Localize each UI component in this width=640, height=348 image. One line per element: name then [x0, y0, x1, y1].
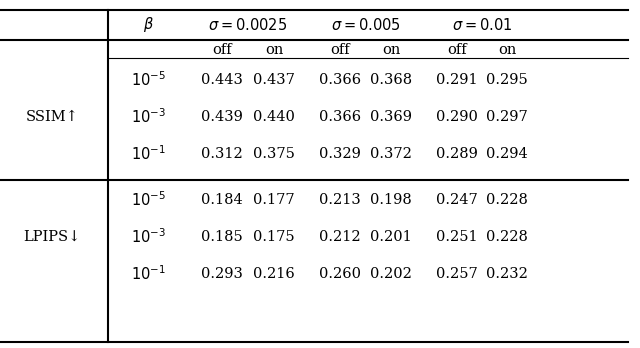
Text: 0.329: 0.329: [319, 147, 361, 161]
Text: $\sigma = 0.0025$: $\sigma = 0.0025$: [209, 17, 287, 33]
Text: 0.202: 0.202: [370, 267, 412, 281]
Text: 0.291: 0.291: [436, 73, 478, 87]
Text: 0.201: 0.201: [370, 230, 412, 244]
Text: $10^{-1}$: $10^{-1}$: [131, 145, 165, 163]
Text: 0.440: 0.440: [253, 110, 295, 124]
Text: 0.260: 0.260: [319, 267, 361, 281]
Text: 0.247: 0.247: [436, 193, 478, 207]
Text: $\sigma = 0.005$: $\sigma = 0.005$: [331, 17, 401, 33]
Text: 0.289: 0.289: [436, 147, 478, 161]
Text: 0.198: 0.198: [370, 193, 412, 207]
Text: 0.232: 0.232: [486, 267, 528, 281]
Text: 0.175: 0.175: [253, 230, 295, 244]
Text: 0.177: 0.177: [253, 193, 295, 207]
Text: 0.213: 0.213: [319, 193, 361, 207]
Text: 0.228: 0.228: [486, 230, 528, 244]
Text: 0.443: 0.443: [201, 73, 243, 87]
Text: off: off: [212, 43, 232, 57]
Text: 0.369: 0.369: [370, 110, 412, 124]
Text: off: off: [447, 43, 467, 57]
Text: 0.294: 0.294: [486, 147, 528, 161]
Text: 0.372: 0.372: [370, 147, 412, 161]
Text: $10^{-5}$: $10^{-5}$: [131, 191, 166, 209]
Text: 0.295: 0.295: [486, 73, 528, 87]
Text: $10^{-5}$: $10^{-5}$: [131, 71, 166, 89]
Text: off: off: [330, 43, 350, 57]
Text: 0.375: 0.375: [253, 147, 295, 161]
Text: $\beta$: $\beta$: [143, 16, 154, 34]
Text: on: on: [382, 43, 400, 57]
Text: 0.439: 0.439: [201, 110, 243, 124]
Text: 0.185: 0.185: [201, 230, 243, 244]
Text: 0.184: 0.184: [201, 193, 243, 207]
Text: 0.368: 0.368: [370, 73, 412, 87]
Text: LPIPS↓: LPIPS↓: [23, 230, 81, 244]
Text: SSIM↑: SSIM↑: [26, 110, 79, 124]
Text: 0.251: 0.251: [436, 230, 478, 244]
Text: on: on: [498, 43, 516, 57]
Text: 0.297: 0.297: [486, 110, 528, 124]
Text: on: on: [265, 43, 283, 57]
Text: $10^{-1}$: $10^{-1}$: [131, 264, 165, 283]
Text: 0.290: 0.290: [436, 110, 478, 124]
Text: 0.366: 0.366: [319, 110, 361, 124]
Text: $10^{-3}$: $10^{-3}$: [131, 108, 166, 126]
Text: 0.228: 0.228: [486, 193, 528, 207]
Text: 0.216: 0.216: [253, 267, 295, 281]
Text: 0.437: 0.437: [253, 73, 295, 87]
Text: 0.212: 0.212: [319, 230, 361, 244]
Text: $\sigma = 0.01$: $\sigma = 0.01$: [452, 17, 512, 33]
Text: $10^{-3}$: $10^{-3}$: [131, 228, 166, 246]
Text: 0.366: 0.366: [319, 73, 361, 87]
Text: 0.257: 0.257: [436, 267, 478, 281]
Text: 0.293: 0.293: [201, 267, 243, 281]
Text: 0.312: 0.312: [201, 147, 243, 161]
